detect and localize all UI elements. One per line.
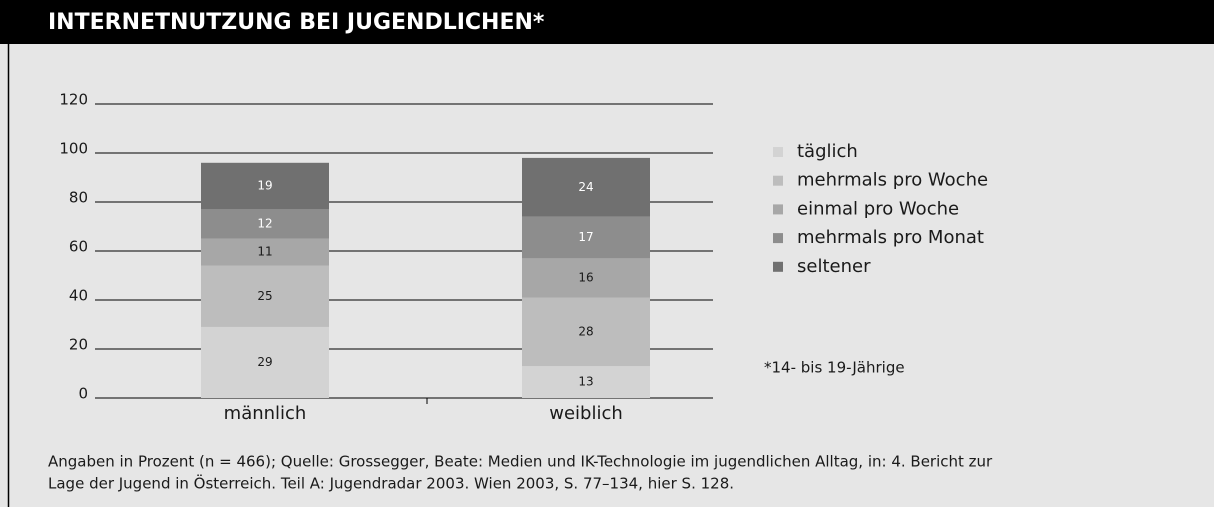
bar-segment [201,265,329,327]
y-tick-label: 100 [59,140,88,158]
footnote: *14- bis 19-Jährige [764,359,905,377]
x-tick-label: weiblich [549,403,623,424]
header-bar [0,0,1214,44]
value-label: 19 [257,179,272,193]
bar-segment [522,157,650,217]
value-label: 28 [578,324,593,338]
value-label: 16 [578,270,593,284]
bar-segment [201,209,329,239]
value-label: 12 [257,217,272,231]
value-label: 24 [578,180,593,194]
value-label: 29 [257,355,272,369]
y-tick-label: 0 [78,385,88,403]
legend-swatch [773,204,783,215]
legend-label: seltener [797,256,871,277]
legend-label: täglich [797,141,858,162]
legend-label: einmal pro Woche [797,198,959,219]
y-tick-label: 40 [69,287,88,305]
bar-segment [522,297,650,367]
legend-swatch [773,175,783,186]
legend-swatch [773,233,783,244]
source-note: Lage der Jugend in Österreich. Teil A: J… [48,474,734,493]
legend-swatch [773,147,783,157]
y-tick-label: 80 [69,189,88,207]
bar-segment [522,258,650,298]
value-label: 11 [257,245,272,259]
bar-segment [201,162,329,210]
x-tick-label: männlich [224,403,307,424]
bar-segment [201,326,329,398]
bar-segment [522,366,650,398]
chart-title: INTERNETNUTZUNG BEI JUGENDLICHEN* [48,10,545,35]
legend-swatch [773,261,783,272]
legend-label: mehrmals pro Woche [797,170,988,191]
source-note: Angaben in Prozent (n = 466); Quelle: Gr… [48,453,993,471]
value-label: 25 [257,289,272,303]
value-label: 17 [578,230,593,244]
y-tick-label: 60 [69,238,88,256]
y-tick-label: 20 [69,336,88,354]
y-tick-label: 120 [59,91,88,109]
bar-segment [201,238,329,266]
bar-segment [522,216,650,259]
legend-label: mehrmals pro Monat [797,227,984,248]
value-label: 13 [578,375,593,389]
